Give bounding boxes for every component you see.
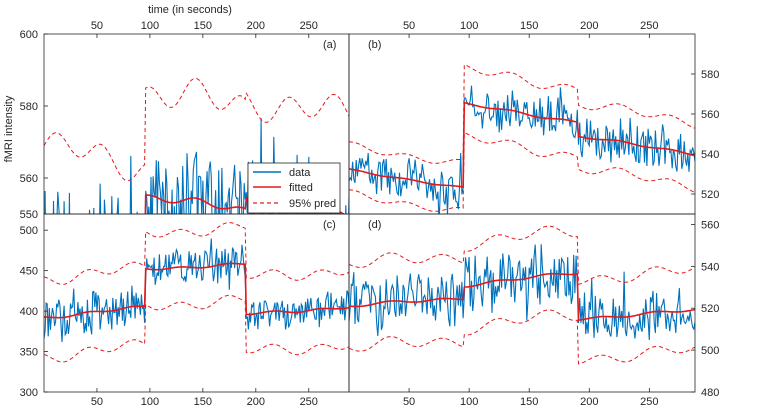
- y-tick-label: 580: [20, 101, 38, 113]
- series-data-line: [349, 244, 695, 341]
- x-tick-label: 250: [300, 20, 318, 32]
- series-data-line: [349, 85, 695, 214]
- plot-area: [349, 225, 695, 365]
- x-tick-label: 250: [640, 396, 658, 408]
- panel-b: 50 100 150 200 250 520 540 560 580 (b): [348, 20, 719, 215]
- plot-area: [349, 64, 695, 214]
- series-fitted-line: [349, 272, 695, 322]
- y-tick-label: 540: [701, 261, 719, 273]
- axes-frame: [348, 213, 696, 393]
- legend-label-data: data: [289, 167, 311, 179]
- panel-c: 50 100 150 200 250 300 350 400 450 500 (c): [20, 213, 350, 408]
- x-tick-label: 100: [141, 20, 159, 32]
- x-tick-label: 50: [91, 20, 103, 32]
- x-tick-label: 150: [194, 396, 212, 408]
- series-pred-lower-line: [349, 132, 695, 212]
- series-pred-lower-line: [44, 294, 349, 363]
- y-tick-label: 520: [701, 303, 719, 315]
- series-pred-lower-line: [44, 287, 349, 368]
- y-tick-label: 400: [20, 306, 38, 318]
- x-tick-label: 100: [460, 396, 478, 408]
- legend: data fitted 95% pred: [247, 162, 341, 214]
- y-tick-label: 300: [20, 387, 38, 399]
- x-tick-label: 250: [640, 20, 658, 32]
- x-tick-label: 200: [247, 396, 265, 408]
- panel-label: (b): [368, 39, 381, 51]
- x-tick-label: 250: [300, 396, 318, 408]
- y-tick-label: 540: [701, 149, 719, 161]
- y-tick-label: 500: [20, 225, 38, 237]
- y-tick-label: 550: [20, 209, 38, 221]
- y-tick-label: 600: [20, 29, 38, 41]
- y-tick-label: 450: [20, 266, 38, 278]
- series-pred-lower-line: [349, 309, 695, 365]
- panel-label: (a): [323, 39, 336, 51]
- axes-frame: [43, 213, 350, 393]
- x-axis-title: time (in seconds): [148, 4, 232, 16]
- y-tick-label: 580: [701, 69, 719, 81]
- x-tick-label: 100: [460, 20, 478, 32]
- legend-label-fitted: fitted: [289, 182, 313, 194]
- series-data-line: [44, 238, 349, 343]
- series-pred-upper-line: [44, 222, 349, 285]
- x-tick-label: 150: [194, 20, 212, 32]
- y-axis-title: fMRI intensity: [3, 95, 15, 162]
- series-fitted-line: [349, 101, 695, 188]
- plot-area: [44, 222, 349, 363]
- y-tick-label: 520: [701, 189, 719, 201]
- axes-frame: [348, 33, 696, 215]
- series-data-line: [44, 118, 349, 214]
- x-tick-label: 200: [580, 20, 598, 32]
- legend-label-pred: 95% pred: [289, 198, 336, 210]
- y-tick-label: 500: [701, 345, 719, 357]
- y-tick-label: 560: [701, 109, 719, 121]
- x-tick-label: 50: [91, 396, 103, 408]
- panel-label: (d): [368, 219, 381, 231]
- series-pred-upper-line: [349, 64, 695, 164]
- y-tick-label: 350: [20, 347, 38, 359]
- series-pred-upper-line: [44, 77, 349, 182]
- panel-d: 50 100 150 200 250 480 500 520 540 560 (d): [348, 213, 719, 408]
- series-fitted-line: [44, 262, 349, 319]
- y-tick-label: 560: [701, 219, 719, 231]
- x-tick-label: 150: [520, 396, 538, 408]
- y-tick-label: 480: [701, 387, 719, 399]
- x-tick-label: 50: [403, 20, 415, 32]
- panel-label: (c): [323, 219, 336, 231]
- x-tick-label: 100: [141, 396, 159, 408]
- series-pred-upper-line: [349, 225, 695, 285]
- y-tick-label: 560: [20, 173, 38, 185]
- x-tick-label: 50: [403, 396, 415, 408]
- x-tick-label: 200: [580, 396, 598, 408]
- x-tick-label: 150: [520, 20, 538, 32]
- x-tick-label: 200: [247, 20, 265, 32]
- plot-area: [44, 77, 349, 368]
